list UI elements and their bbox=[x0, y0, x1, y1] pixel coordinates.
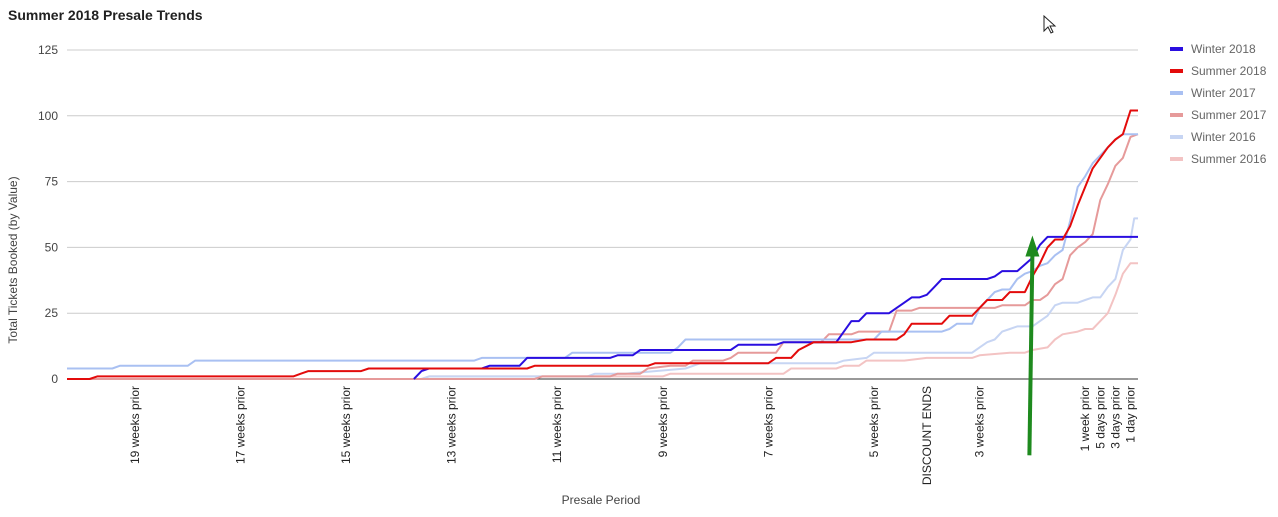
series-line-summer-2016[interactable] bbox=[67, 262, 1138, 380]
series-line-winter-2018[interactable] bbox=[413, 235, 1138, 380]
legend-label[interactable]: Winter 2017 bbox=[1191, 86, 1256, 100]
series-lines bbox=[67, 109, 1139, 380]
annotation-arrow-head bbox=[1025, 235, 1040, 257]
series-line-summer-2017[interactable] bbox=[67, 133, 1139, 380]
y-tick-label: 75 bbox=[45, 175, 59, 189]
grid-lines bbox=[67, 49, 1138, 380]
x-tick-label: 7 weeks prior bbox=[761, 386, 775, 457]
x-tick-label: 9 weeks prior bbox=[656, 386, 670, 457]
x-tick-label: 3 weeks prior bbox=[973, 386, 987, 457]
y-tick-label: 125 bbox=[38, 43, 58, 57]
x-tick-label: 3 days prior bbox=[1108, 386, 1122, 449]
legend-label[interactable]: Winter 2016 bbox=[1191, 130, 1256, 144]
x-tick-label: DISCOUNT ENDS bbox=[920, 386, 934, 485]
annotations bbox=[1025, 235, 1040, 456]
legend-swatch bbox=[1170, 91, 1183, 95]
x-axis-label: Presale Period bbox=[562, 493, 641, 507]
chart-title: Summer 2018 Presale Trends bbox=[8, 7, 203, 23]
legend-label[interactable]: Summer 2018 bbox=[1191, 64, 1267, 78]
legend-label[interactable]: Summer 2016 bbox=[1191, 152, 1267, 166]
series-line-winter-2017[interactable] bbox=[67, 133, 1138, 370]
legend-label[interactable]: Winter 2018 bbox=[1191, 42, 1256, 56]
x-tick-label: 11 weeks prior bbox=[550, 386, 564, 463]
y-axis-label: Total Tickets Booked (by Value) bbox=[6, 176, 20, 343]
legend-label[interactable]: Summer 2017 bbox=[1191, 108, 1267, 122]
mouse-cursor-icon bbox=[1043, 15, 1057, 34]
legend-swatch bbox=[1170, 47, 1183, 51]
legend-swatch bbox=[1170, 69, 1183, 73]
series-line-winter-2016[interactable] bbox=[67, 217, 1138, 380]
x-tick-label: 1 week prior bbox=[1078, 386, 1092, 451]
x-tick-label: 17 weeks prior bbox=[233, 386, 247, 464]
y-tick-label: 25 bbox=[45, 306, 59, 320]
legend-swatch bbox=[1170, 157, 1183, 161]
x-tick-label: 13 weeks prior bbox=[445, 386, 459, 464]
legend-swatch bbox=[1170, 135, 1183, 139]
y-tick-label: 50 bbox=[45, 240, 59, 254]
legend-swatch bbox=[1170, 113, 1183, 117]
annotation-arrow-shaft bbox=[1027, 253, 1035, 456]
x-tick-label: 19 weeks prior bbox=[128, 386, 142, 464]
series-line-summer-2018[interactable] bbox=[67, 109, 1138, 380]
x-tick-label: 1 day prior bbox=[1123, 386, 1137, 443]
legend: Winter 2018 Summer 2018 Winter 2017 Summer … bbox=[1170, 42, 1267, 166]
x-tick-label: 5 weeks prior bbox=[867, 386, 881, 457]
y-tick-label: 100 bbox=[38, 109, 58, 123]
axes: 0 25 50 75 100 125 19 weeks prior 17 weeks prio… bbox=[38, 43, 1137, 485]
x-tick-label: 15 weeks prior bbox=[339, 386, 353, 464]
x-tick-label: 5 days prior bbox=[1093, 386, 1107, 449]
y-tick-label: 0 bbox=[51, 372, 58, 386]
